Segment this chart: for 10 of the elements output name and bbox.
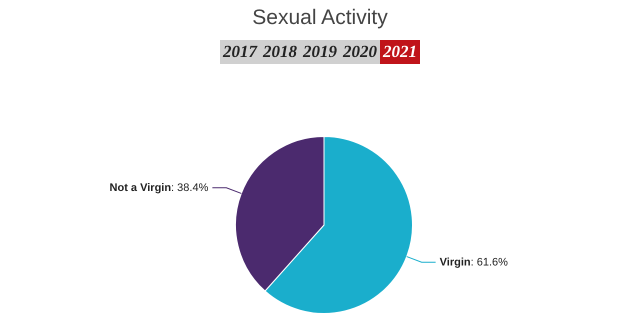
text: 2021: [380, 40, 420, 64]
text: 2018: [260, 40, 300, 64]
chart-title: Sexual Activity: [251, 6, 389, 30]
text: 2017: [220, 40, 260, 64]
data-label: : 61.6%: [470, 256, 508, 268]
text: 2020: [340, 40, 380, 64]
slice-label: Not a Virgin: [110, 182, 172, 194]
slice-label: Virgin: [440, 256, 471, 268]
data-label: : 38.4%: [171, 182, 209, 194]
text: 2019: [300, 40, 340, 64]
